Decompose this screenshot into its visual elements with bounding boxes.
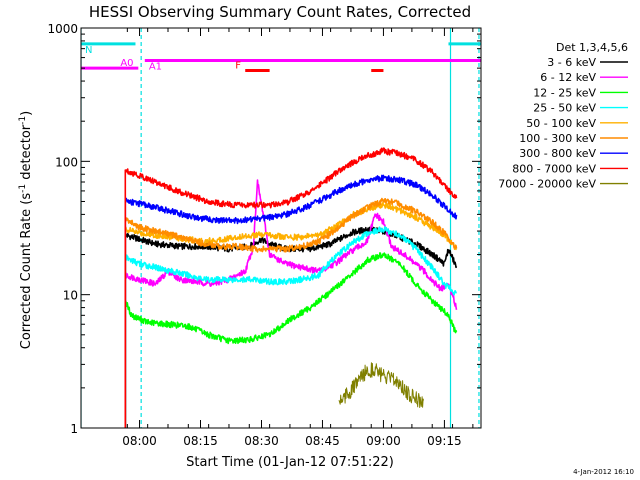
y-axis-label-part2: detector: [19, 124, 34, 184]
plot-area: N F A0 A1: [81, 28, 481, 428]
x-tick-label-5: 09:15: [427, 434, 462, 448]
legend-label-3: 25 - 50 keV: [533, 102, 596, 115]
series-line-1: [124, 179, 458, 428]
x-tick-label-2: 08:30: [244, 434, 279, 448]
y-axis: 1 10 100 1000: [47, 22, 481, 436]
y-axis-label-sup1: -1: [18, 184, 28, 193]
y-tick-label-3: 1000: [47, 22, 78, 36]
x-tick-label-3: 08:45: [305, 434, 340, 448]
x-tick-label-0: 08:00: [122, 434, 157, 448]
x-tick-label-1: 08:15: [183, 434, 218, 448]
y-axis-label-sup2: -1: [18, 116, 28, 125]
plot-inner: [81, 28, 481, 428]
y-axis-label-part1: Corrected Count Rate (s: [19, 193, 34, 350]
legend-title: Det 1,3,4,5,6: [556, 41, 628, 54]
flag-label-a0: A0: [120, 58, 133, 69]
chart-title: HESSI Observing Summary Count Rates, Cor…: [89, 3, 471, 21]
legend-label-7: 800 - 7000 keV: [512, 162, 596, 175]
series-line-7: [124, 147, 458, 428]
legend-label-4: 50 - 100 keV: [526, 117, 596, 130]
y-tick-label-0: 1: [70, 422, 78, 436]
series-line-2: [124, 252, 458, 428]
legend: Det 1,3,4,5,6 3 - 6 keV 6 - 12 keV 12 - 25…: [498, 41, 628, 191]
x-axis-label: Start Time (01-Jan-12 07:51:22): [186, 455, 394, 470]
y-axis-label: Corrected Count Rate (s-1 detector-1): [18, 111, 34, 349]
series-line-3: [124, 226, 457, 428]
legend-label-1: 6 - 12 keV: [540, 71, 596, 84]
series-line-5: [124, 197, 458, 428]
x-tick-label-4: 09:00: [366, 434, 401, 448]
legend-label-2: 12 - 25 keV: [533, 86, 596, 99]
series-line-6: [124, 174, 458, 428]
y-tick-label-2: 100: [55, 155, 78, 169]
y-axis-label-part3: ): [19, 111, 34, 116]
series-line-8: [338, 362, 425, 408]
flag-label-a1: A1: [149, 62, 162, 73]
y-tick-label-1: 10: [63, 289, 78, 303]
flag-label-f: F: [235, 61, 241, 72]
timestamp: 4-Jan-2012 16:10: [573, 468, 634, 476]
legend-label-8: 7000 - 20000 keV: [498, 178, 596, 191]
flag-label-n: N: [85, 45, 92, 56]
legend-label-0: 3 - 6 keV: [547, 56, 596, 69]
x-axis: 08:00 08:15 08:30 08:45 09:00 09:15: [122, 28, 474, 448]
plot-frame: [80, 27, 482, 429]
legend-label-5: 100 - 300 keV: [519, 132, 596, 145]
legend-label-6: 300 - 800 keV: [519, 147, 596, 160]
